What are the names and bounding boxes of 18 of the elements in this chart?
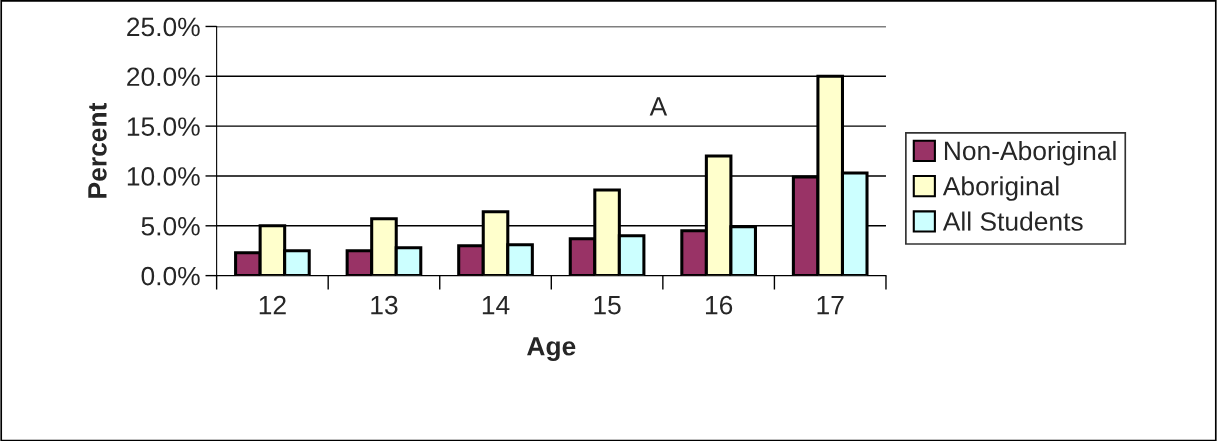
x-tick-label: 16 (705, 295, 733, 315)
y-tick-label: 20.0% (127, 67, 200, 87)
y-tick-label: 15.0% (127, 117, 200, 136)
x-tick-label: 13 (371, 295, 398, 315)
x-tick-label: 14 (482, 296, 510, 315)
y-tick-label: 10.0% (127, 167, 200, 186)
x-axis-title: Age (527, 337, 576, 361)
y-tick-label: 5.0% (141, 216, 200, 236)
legend-label: All Students (942, 211, 1083, 231)
legend-label: Non-Aboriginal (944, 140, 1116, 166)
annotation: A (649, 97, 668, 116)
legend-label: Aboriginal (942, 176, 1059, 201)
y-tick-label: 25.0% (127, 17, 200, 37)
x-tick-label: 15 (594, 296, 621, 315)
x-tick-label: 17 (817, 296, 844, 315)
y-tick-label: 0.0% (141, 266, 200, 286)
y-axis-title: Percent (88, 102, 107, 198)
x-tick-label: 12 (259, 295, 286, 315)
